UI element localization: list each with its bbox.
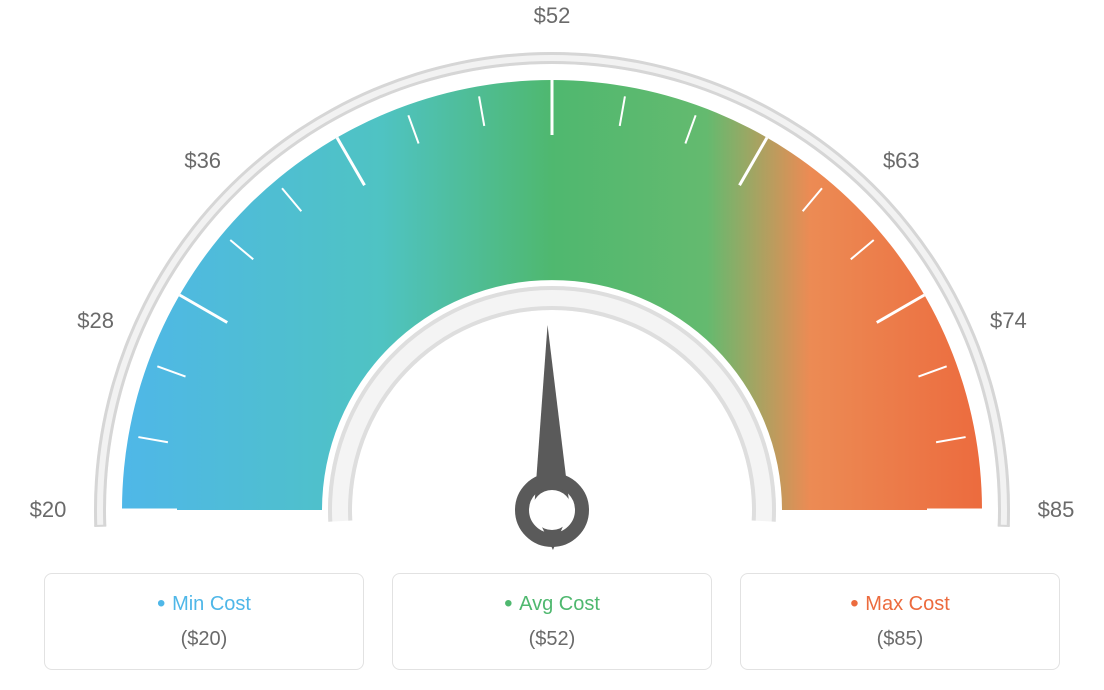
legend-min-value: ($20) (45, 628, 363, 651)
legend-min-label: Min Cost (45, 590, 363, 618)
gauge-tick-label: $74 (990, 308, 1027, 334)
legend-card-min: Min Cost ($20) (44, 573, 364, 670)
legend-max-value: ($85) (741, 628, 1059, 651)
gauge-tick-label: $28 (77, 308, 114, 334)
gauge-tick-label: $20 (30, 497, 67, 523)
legend-max-label: Max Cost (741, 590, 1059, 618)
legend-avg-value: ($52) (393, 628, 711, 651)
gauge-tick-label: $85 (1038, 497, 1075, 523)
legend-avg-label: Avg Cost (393, 590, 711, 618)
gauge-svg (0, 0, 1104, 560)
gauge-tick-label: $52 (534, 3, 571, 29)
legend-row: Min Cost ($20) Avg Cost ($52) Max Cost (… (0, 573, 1104, 670)
legend-card-avg: Avg Cost ($52) (392, 573, 712, 670)
gauge-tick-label: $36 (184, 148, 221, 174)
legend-card-max: Max Cost ($85) (740, 573, 1060, 670)
gauge-chart: $20 $28 $36 $52 $63 $74 $85 (0, 0, 1104, 560)
gauge-tick-label: $63 (883, 148, 920, 174)
